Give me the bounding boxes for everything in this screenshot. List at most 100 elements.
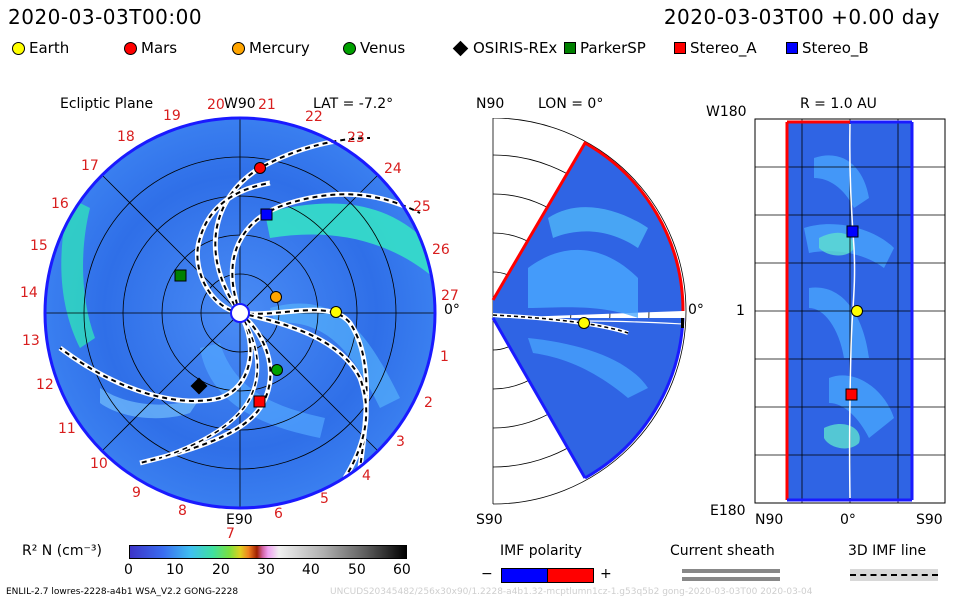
carrington-label: 5 <box>320 491 329 507</box>
ecliptic-plane-plot <box>43 116 437 510</box>
venus-marker-icon <box>271 364 283 376</box>
carrington-label: 14 <box>20 285 38 301</box>
meridional-top-label: N90 <box>476 96 505 112</box>
colorbar-tick: 30 <box>257 562 275 578</box>
carrington-label: 26 <box>432 242 450 258</box>
imf-plus-label: + <box>600 566 612 582</box>
ecliptic-top-label: W90 <box>224 96 256 112</box>
legend-label: Stereo_A <box>690 39 757 57</box>
colorbar-tick: 0 <box>124 562 133 578</box>
footer-left: ENLIL-2.7 lowres-2228-a4b1 WSA_V2.2 GONG… <box>6 587 239 597</box>
stereo-b-marker-icon <box>260 208 273 221</box>
carrington-label: 2 <box>424 395 433 411</box>
legend-label: Venus <box>360 39 406 57</box>
carrington-label: 9 <box>132 485 141 501</box>
radial-top-left-label: W180 <box>706 104 747 120</box>
footer-right: UNCUDS20345482/256x30x90/1.2228-a4b1.32-… <box>330 587 813 597</box>
mercury-marker-icon <box>232 41 245 55</box>
stereo-b-marker-icon <box>846 225 859 238</box>
meridional-bottom-label: S90 <box>476 512 503 528</box>
ecliptic-lat-label: LAT = -7.2° <box>313 96 394 112</box>
colorbar-tick: 10 <box>166 562 184 578</box>
colorbar-tick: 60 <box>393 562 411 578</box>
ecliptic-title: Ecliptic Plane <box>60 96 154 112</box>
imf-line-swatch <box>850 569 938 581</box>
carrington-label: 3 <box>396 434 405 450</box>
ecliptic-bottom-label: E90 <box>226 512 253 528</box>
legend-osiris-rex: OSIRIS-REx <box>452 39 557 57</box>
stereo-a-marker-icon <box>253 395 266 408</box>
radial-middle-label: 1 <box>736 303 745 319</box>
carrington-label: 21 <box>258 97 276 113</box>
carrington-label: 24 <box>384 161 402 177</box>
legend-parkersp: ParkerSP <box>564 39 646 57</box>
stereo-a-marker-icon <box>674 42 686 54</box>
earth-marker-icon <box>12 41 25 55</box>
carrington-label: 12 <box>36 377 54 393</box>
carrington-label: 8 <box>178 503 187 519</box>
carrington-label: 23 <box>347 130 365 146</box>
colorbar-tick: 50 <box>348 562 366 578</box>
stereo-b-marker-icon <box>786 42 798 54</box>
carrington-label: 11 <box>58 421 76 437</box>
carrington-label: 1 <box>440 349 449 365</box>
legend-label: Mercury <box>249 39 310 57</box>
legend-stereo-b: Stereo_B <box>786 39 869 57</box>
imf-line-title: 3D IMF line <box>848 543 927 559</box>
legend-earth: Earth <box>12 39 69 57</box>
carrington-label: 22 <box>305 109 323 125</box>
carrington-label: 20 <box>207 97 225 113</box>
colorbar-label: R² N (cm⁻³) <box>22 543 102 559</box>
datetime-right: 2020-03-03T00 +0.00 day <box>663 5 940 29</box>
legend-label: OSIRIS-REx <box>473 39 558 57</box>
legend-mercury: Mercury <box>232 39 310 57</box>
carrington-label: 6 <box>274 506 283 522</box>
sun-icon <box>230 303 250 323</box>
current-sheath-swatch-bottom <box>682 577 780 581</box>
colorbar-scale <box>129 545 407 559</box>
carrington-label: 25 <box>413 199 431 215</box>
radial-x-label-0: 0° <box>840 512 856 528</box>
carrington-label: 16 <box>51 196 69 212</box>
meridional-lon-label: LON = 0° <box>538 96 604 112</box>
legend-stereo-a: Stereo_A <box>674 39 757 57</box>
current-sheath-title: Current sheath <box>670 543 775 559</box>
radial-bottom-left-label: E180 <box>710 503 746 519</box>
stereo-a-marker-icon <box>845 388 858 401</box>
carrington-label: 15 <box>30 238 48 254</box>
carrington-label: 10 <box>90 456 108 472</box>
parkersp-marker-icon <box>564 42 576 54</box>
earth-marker-icon <box>851 305 863 317</box>
ecliptic-current-sheath-lines <box>58 135 422 480</box>
radial-x-label-n90: N90 <box>755 512 784 528</box>
legend-mars: Mars <box>124 39 177 57</box>
datetime-left: 2020-03-03T00:00 <box>8 5 203 29</box>
osiris-rex-marker-icon <box>190 377 208 395</box>
carrington-label: 17 <box>81 158 99 174</box>
imf-negative-swatch <box>501 568 548 583</box>
mercury-marker-icon <box>270 291 282 303</box>
radial-title: R = 1.0 AU <box>800 96 877 112</box>
carrington-label: 7 <box>226 526 235 542</box>
venus-marker-icon <box>343 41 356 55</box>
mars-marker-icon <box>124 41 137 55</box>
colorbar-tick: 20 <box>212 562 230 578</box>
osiris-rex-marker-icon <box>452 40 469 56</box>
colorbar-tick: 40 <box>302 562 320 578</box>
ecliptic-right-label: 0° <box>444 302 460 318</box>
carrington-label: 19 <box>163 108 181 124</box>
current-sheath-swatch-top <box>682 569 780 573</box>
ecliptic-boundary <box>43 116 437 510</box>
imf-minus-label: − <box>481 566 493 582</box>
carrington-label: 4 <box>362 468 371 484</box>
radial-x-label-s90: S90 <box>916 512 943 528</box>
legend-label: ParkerSP <box>580 39 646 57</box>
mars-marker-icon <box>254 162 266 174</box>
radial-plot <box>754 118 946 504</box>
carrington-label: 18 <box>117 129 135 145</box>
carrington-label: 27 <box>441 288 459 304</box>
parkersp-marker-icon <box>174 269 187 282</box>
earth-marker-icon <box>330 306 342 318</box>
meridional-right-label: 0° <box>688 302 704 318</box>
carrington-label: 13 <box>22 333 40 349</box>
